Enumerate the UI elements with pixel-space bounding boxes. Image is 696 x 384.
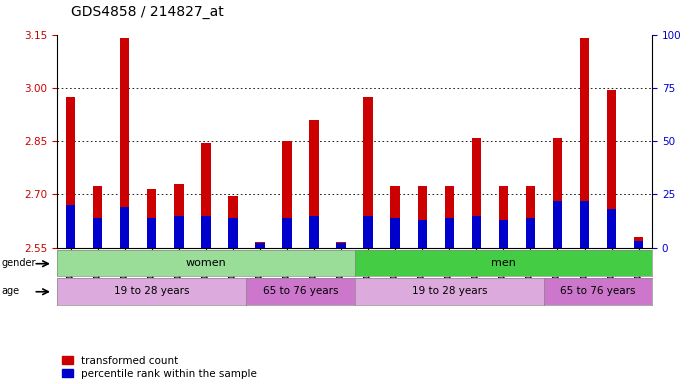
- Text: 65 to 76 years: 65 to 76 years: [560, 286, 636, 296]
- Bar: [147, 218, 157, 248]
- Text: men: men: [491, 258, 516, 268]
- Text: gender: gender: [1, 258, 36, 268]
- Bar: [418, 185, 427, 248]
- Bar: [66, 97, 75, 248]
- Bar: [336, 242, 346, 248]
- Bar: [201, 216, 211, 248]
- Bar: [634, 237, 643, 248]
- Text: 19 to 28 years: 19 to 28 years: [114, 286, 189, 296]
- Bar: [553, 201, 562, 248]
- Bar: [147, 189, 157, 248]
- Text: women: women: [185, 258, 226, 268]
- Bar: [445, 185, 454, 248]
- Legend: transformed count, percentile rank within the sample: transformed count, percentile rank withi…: [62, 356, 257, 379]
- Bar: [309, 120, 319, 248]
- Bar: [120, 38, 129, 248]
- Bar: [390, 185, 400, 248]
- Bar: [418, 220, 427, 248]
- Bar: [201, 143, 211, 248]
- Bar: [634, 241, 643, 248]
- Bar: [336, 243, 346, 248]
- Bar: [498, 185, 508, 248]
- Bar: [580, 38, 590, 248]
- Bar: [93, 185, 102, 248]
- Bar: [174, 184, 184, 248]
- Bar: [309, 216, 319, 248]
- Bar: [363, 216, 373, 248]
- Text: age: age: [1, 286, 19, 296]
- Bar: [498, 220, 508, 248]
- Bar: [472, 137, 481, 248]
- Bar: [174, 216, 184, 248]
- Bar: [390, 218, 400, 248]
- Bar: [228, 196, 237, 248]
- Bar: [66, 205, 75, 248]
- Text: 65 to 76 years: 65 to 76 years: [263, 286, 338, 296]
- Bar: [120, 207, 129, 248]
- Bar: [93, 218, 102, 248]
- Bar: [607, 89, 617, 248]
- Bar: [553, 137, 562, 248]
- Bar: [363, 97, 373, 248]
- Bar: [525, 218, 535, 248]
- Bar: [607, 209, 617, 248]
- Bar: [445, 218, 454, 248]
- Bar: [283, 218, 292, 248]
- Bar: [472, 216, 481, 248]
- Bar: [255, 242, 264, 248]
- Text: 19 to 28 years: 19 to 28 years: [411, 286, 487, 296]
- Bar: [283, 141, 292, 248]
- Text: GDS4858 / 214827_at: GDS4858 / 214827_at: [71, 5, 223, 19]
- Bar: [580, 201, 590, 248]
- Bar: [228, 218, 237, 248]
- Bar: [525, 185, 535, 248]
- Bar: [255, 243, 264, 248]
